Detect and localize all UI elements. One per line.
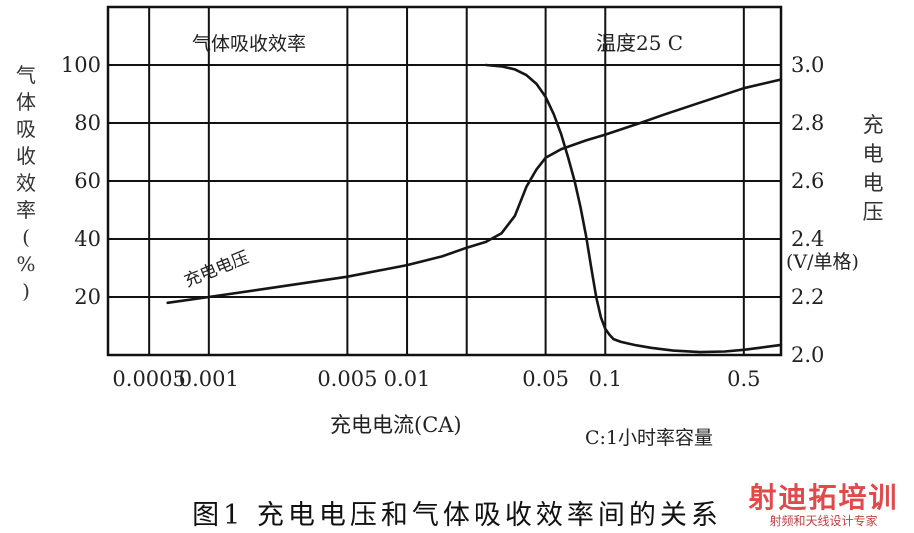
x-tick-label: 0.05 xyxy=(522,367,569,391)
capacity-note: C:1小时率容量 xyxy=(585,427,713,449)
x-axis-label: 充电电流(CA) xyxy=(330,413,462,437)
left-axis-label-char: % xyxy=(16,252,35,276)
left-axis-label-char: 率 xyxy=(16,198,36,222)
right-y-tick-label: 2.4 xyxy=(791,227,824,251)
x-tick-label: 0.0005 xyxy=(112,367,185,391)
left-y-tick-label: 20 xyxy=(74,285,101,309)
left-y-tick-label: 80 xyxy=(74,111,101,135)
x-tick-label: 0.1 xyxy=(589,367,622,391)
watermark-main-text: 射迪拓培训 xyxy=(748,481,899,514)
left-axis-label-char: ) xyxy=(22,279,30,303)
right-y-tick-label: 3.0 xyxy=(791,53,824,77)
right-y-tick-label: 2.2 xyxy=(791,285,824,309)
x-tick-label: 0.01 xyxy=(384,367,431,391)
left-axis-label-char: 体 xyxy=(16,90,36,114)
watermark-logo: 射迪拓培训 射频和天线设计专家 xyxy=(741,481,906,529)
x-tick-label: 0.5 xyxy=(727,367,760,391)
figure-caption: 图1 充电电压和气体吸收效率间的关系 xyxy=(192,500,722,531)
left-y-tick-label: 100 xyxy=(61,53,101,77)
temperature-annotation: 温度25 C xyxy=(596,31,683,55)
left-axis-label-char: ( xyxy=(22,225,30,249)
efficiency-curve xyxy=(484,63,783,354)
right-axis-label-char: 电 xyxy=(863,171,884,195)
right-y-tick-label: 2.0 xyxy=(791,343,824,367)
left-axis-label-char: 收 xyxy=(16,144,36,168)
left-axis-label-char: 气 xyxy=(16,63,36,87)
right-axis-label-char: 压 xyxy=(863,200,884,224)
left-axis-label-char: 吸 xyxy=(16,117,36,141)
right-axis-label-char: 充 xyxy=(863,113,884,137)
voltage-curve xyxy=(166,78,783,305)
left-axis-label: 气体吸收效率 (%) xyxy=(16,63,36,303)
right-axis-label: 充电电压 xyxy=(863,113,884,224)
voltage-curve-label: 充电电压 xyxy=(181,248,252,292)
right-y-tick-label: 2.6 xyxy=(791,169,824,193)
x-tick-label: 0.005 xyxy=(317,367,377,391)
watermark-sub-text: 射频和天线设计专家 xyxy=(769,514,878,528)
right-y-tick-label: 2.8 xyxy=(791,111,824,135)
right-axis-unit: (V/单格) xyxy=(786,251,859,273)
left-y-tick-label: 40 xyxy=(74,227,101,251)
efficiency-curve-label: 气体吸收效率 xyxy=(192,33,306,55)
left-y-tick-label: 60 xyxy=(74,169,101,193)
chart-grid xyxy=(106,5,783,357)
chart-series xyxy=(166,63,783,354)
x-tick-label: 0.001 xyxy=(179,367,239,391)
left-axis-label-char: 效 xyxy=(16,171,36,195)
right-axis-label-char: 电 xyxy=(863,142,884,166)
